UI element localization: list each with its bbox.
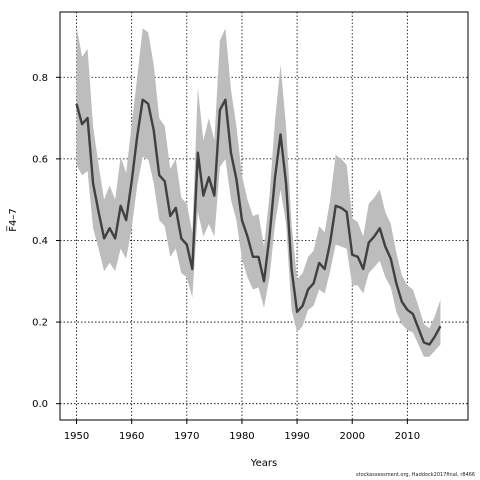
y-tick-label: 0.8 <box>32 73 48 84</box>
watermark-text: stockassessment.org, Haddock2017final, r… <box>356 472 476 478</box>
y-axis: 0.0 0.2 0.4 0.6 0.8 <box>32 73 60 410</box>
x-axis-title: Years <box>250 458 277 469</box>
y-tick-label: 0.2 <box>32 318 48 329</box>
y-tick-label: 0.0 <box>32 399 48 410</box>
plot-frame <box>59 11 469 421</box>
confidence-band-group <box>76 26 441 357</box>
confidence-band <box>76 26 441 357</box>
x-tick-label: 1990 <box>284 431 309 442</box>
y-axis-title: F̅4–7 <box>6 208 19 232</box>
series-group <box>75 98 442 346</box>
x-tick-label: 1960 <box>119 431 144 442</box>
y-tick-label: 0.6 <box>32 154 48 165</box>
y-tick-label: 0.4 <box>32 236 48 247</box>
x-tick-label: 1950 <box>64 431 89 442</box>
x-tick-label: 2010 <box>395 431 420 442</box>
x-axis: 1950 1960 1970 1980 1990 2000 2010 <box>64 420 420 442</box>
x-tick-label: 2000 <box>339 431 364 442</box>
f-mean-line <box>75 98 442 346</box>
x-tick-label: 1980 <box>229 431 254 442</box>
x-tick-label: 1970 <box>174 431 199 442</box>
